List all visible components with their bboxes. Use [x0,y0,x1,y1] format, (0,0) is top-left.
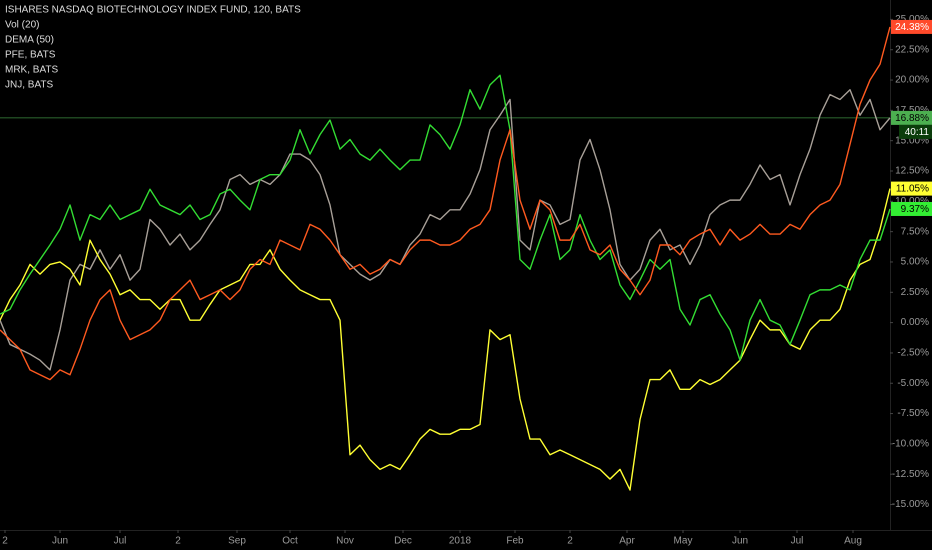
last-value-label: 16.88% [895,113,929,124]
x-tick-label: Jun [732,536,748,547]
x-tick-label: Apr [619,536,635,547]
last-value-badge [891,19,932,34]
x-tick-label: Jun [52,536,68,547]
y-tick-label: 5.00% [901,257,929,268]
y-tick-label: -5.00% [897,378,929,389]
y-tick-label: 25.00% [895,14,929,25]
x-tick-label: Jul [791,536,804,547]
legend-entry: PFE, BATS [5,50,56,61]
y-tick-label: -2.50% [897,348,929,359]
x-tick-label: 2 [175,536,181,547]
last-value-label: 24.38% [895,22,929,33]
x-tick-label: 2 [567,536,573,547]
chart-title: ISHARES NASDAQ BIOTECHNOLOGY INDEX FUND,… [5,5,301,16]
countdown: 40:11 [905,127,930,138]
y-tick-label: 12.50% [895,166,929,177]
y-tick-label: -12.50% [892,469,929,480]
y-tick-label: 22.50% [895,44,929,55]
countdown-badge [899,124,932,139]
legend-entry: JNJ, BATS [5,80,53,91]
x-tick-label: Aug [844,536,862,547]
last-value-badge [891,181,932,196]
x-tick-label: May [674,536,693,547]
y-tick-label: 10.00% [895,196,929,207]
series-line [0,26,891,381]
y-tick-label: 17.50% [895,105,929,116]
x-tick-label: 2 [2,536,8,547]
y-tick-label: -7.50% [897,408,929,419]
y-tick-label: -10.00% [892,439,929,450]
last-value-label: 11.05% [896,184,929,195]
last-value-label: 9.37% [901,204,929,215]
y-tick-label: 0.00% [901,317,929,328]
legend-entry: Vol (20) [5,20,39,31]
last-value-badge [891,201,932,216]
y-tick-label: -15.00% [892,499,929,510]
series-line [0,89,891,371]
y-tick-label: 2.50% [901,287,929,298]
x-tick-label: Sep [228,536,246,547]
x-tick-label: Dec [394,536,412,547]
legend-entry: DEMA (50) [5,35,54,46]
x-tick-label: Nov [336,536,354,547]
series-line [0,188,891,491]
y-tick-label: 20.00% [895,75,929,86]
legend-entry: MRK, BATS [5,65,58,76]
x-tick-label: Oct [282,536,298,547]
y-tick-label: 7.50% [901,226,929,237]
series-line [0,74,891,361]
last-value-badge [891,110,932,125]
x-tick-label: Feb [506,536,524,547]
y-tick-label: 15.00% [895,135,929,146]
x-tick-label: 2018 [449,536,472,547]
x-tick-label: Jul [114,536,127,547]
